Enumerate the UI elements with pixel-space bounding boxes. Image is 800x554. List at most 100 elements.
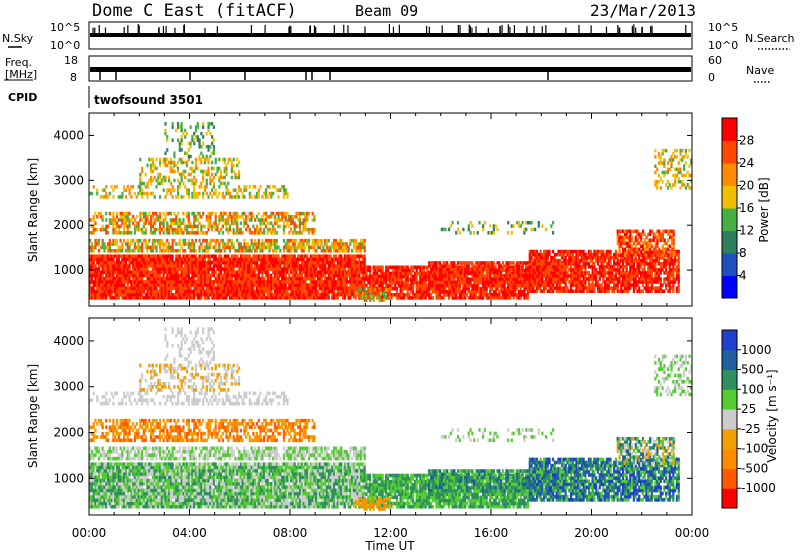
range-gate-cell: [225, 276, 228, 281]
range-gate-cell: [426, 268, 429, 273]
nave-tick-bottom: 0: [708, 71, 715, 84]
range-gate-cell: [465, 267, 469, 272]
range-gate-cell: [185, 292, 189, 297]
range-gate-cell: [216, 292, 219, 297]
range-gate-cell: [665, 253, 668, 258]
range-gate-cell: [361, 254, 364, 258]
range-gate-cell: [550, 274, 553, 278]
range-gate-cell: [150, 254, 153, 258]
range-gate-cell: [185, 296, 189, 300]
range-gate-cell: [562, 271, 565, 275]
range-gate-cell: [146, 260, 149, 265]
range-gate-cell: [304, 254, 307, 258]
range-gate-cell: [234, 260, 237, 265]
range-gate-cell: [347, 273, 350, 278]
range-gate-cell: [248, 264, 251, 268]
range-gate-cell: [166, 292, 169, 297]
range-gate-cell: [133, 257, 137, 262]
range-gate-cell: [499, 286, 503, 291]
range-gate-cell: [157, 260, 160, 265]
range-gate-cell: [112, 280, 115, 284]
range-gate-cell: [419, 265, 422, 270]
range-gate-cell: [557, 252, 560, 257]
range-gate-cell: [121, 260, 124, 265]
range-gate-cell: [552, 280, 555, 284]
range-gate-cell: [517, 283, 521, 288]
range-gate-cell: [620, 238, 623, 243]
range-gate-cell: [582, 277, 585, 281]
date-title: 23/Mar/2013: [590, 1, 696, 20]
range-gate-cell: [607, 261, 610, 266]
nave-label: Nave: [746, 64, 774, 77]
range-gate-cell: [562, 252, 565, 257]
range-gate-cell: [160, 292, 163, 297]
range-gate-cell: [272, 260, 275, 265]
range-gate-cell: [487, 277, 490, 281]
range-gate-cell: [237, 267, 241, 271]
range-gate-cell: [171, 260, 174, 265]
range-gate-cell: [266, 260, 269, 265]
range-gate-cell: [410, 283, 413, 288]
range-gate-cell: [234, 286, 237, 291]
range-gate-cell: [530, 268, 533, 272]
range-gate-cell: [657, 255, 661, 260]
range-gate-cell: [318, 292, 321, 297]
range-gate-cell: [465, 293, 469, 297]
range-gate-cell: [232, 267, 235, 271]
range-gate-cell: [467, 277, 470, 281]
range-gate-cell: [347, 286, 350, 291]
range-gate-cell: [273, 273, 277, 278]
range-gate-cell: [151, 260, 155, 265]
range-gate-cell: [295, 264, 298, 268]
range-gate-cell: [539, 277, 542, 281]
range-gate-cell: [422, 271, 425, 276]
range-gate-cell: [557, 271, 560, 275]
range-gate-cell: [521, 290, 524, 294]
range-gate-cell: [327, 270, 330, 275]
range-gate-cell: [374, 293, 377, 297]
range-gate-cell: [663, 253, 666, 258]
range-gate-cell: [207, 286, 210, 291]
range-gate-cell: [90, 289, 93, 294]
range-gate-cell: [349, 273, 352, 278]
range-gate-cell: [372, 283, 375, 288]
range-gate-cell: [508, 274, 512, 278]
range-gate-cell: [604, 289, 607, 293]
range-gate-cell: [343, 257, 347, 262]
range-gate-cell: [316, 270, 320, 275]
range-gate-cell: [320, 280, 323, 284]
range-gate-cell: [200, 283, 203, 287]
range-gate-cell: [591, 258, 594, 263]
range-gate-cell: [167, 254, 171, 258]
range-gate-cell: [593, 283, 596, 287]
range-gate-cell: [257, 238, 260, 243]
range-gate-cell: [392, 274, 395, 279]
range-gate-cell: [316, 283, 320, 287]
range-gate-cell: [148, 280, 151, 284]
range-gate-cell: [356, 289, 359, 294]
range-gate-cell: [180, 276, 183, 281]
range-gate-cell: [638, 277, 641, 281]
range-gate-cell: [456, 296, 460, 300]
range-gate-cell: [286, 254, 289, 258]
range-gate-cell: [248, 245, 251, 250]
range-gate-cell: [150, 264, 153, 268]
range-gate-cell: [485, 277, 488, 281]
range-gate-cell: [234, 248, 237, 253]
range-gate-cell: [270, 273, 273, 278]
range-gate-cell: [496, 274, 499, 279]
range-gate-cell: [115, 289, 119, 294]
range-gate-cell: [663, 247, 666, 252]
range-gate-cell: [648, 277, 652, 281]
range-gate-cell: [193, 270, 196, 275]
range-gate-cell: [148, 276, 151, 281]
range-gate-cell: [674, 252, 677, 257]
range-gate-cell: [638, 235, 641, 240]
range-gate-cell: [548, 283, 551, 287]
range-gate-cell: [560, 271, 564, 275]
range-gate-cell: [564, 264, 567, 268]
range-gate-cell: [429, 261, 433, 265]
range-gate-cell: [512, 265, 515, 270]
range-gate-cell: [413, 265, 417, 270]
range-gate-cell: [618, 244, 621, 249]
